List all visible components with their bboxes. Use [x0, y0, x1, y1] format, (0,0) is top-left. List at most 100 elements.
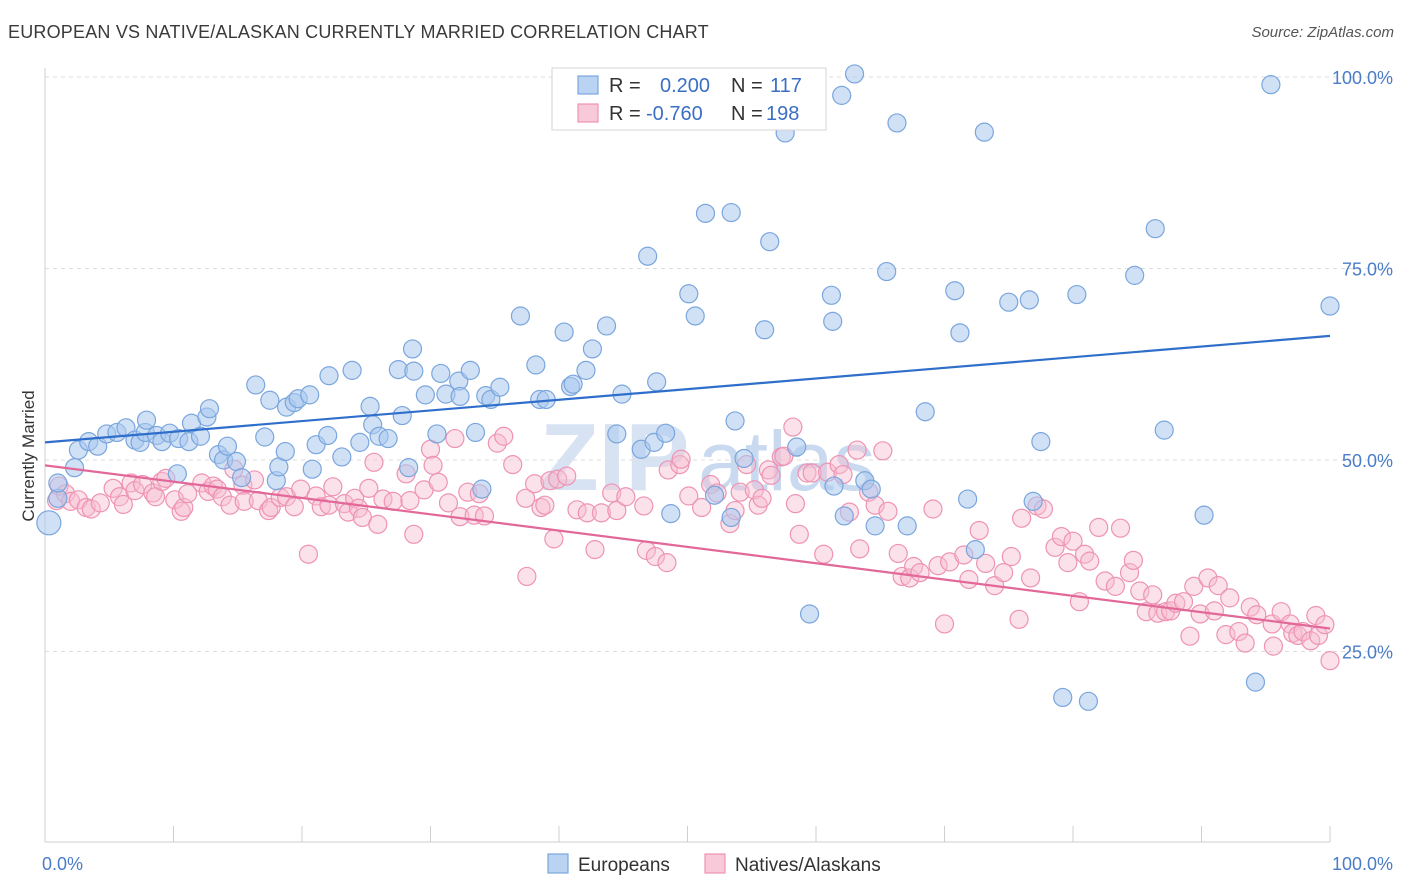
natives-alaskans-point — [1184, 576, 1204, 596]
bottom-legend-label-natives: Natives/Alaskans — [735, 855, 881, 876]
europeans-point — [821, 285, 842, 305]
natives-alaskans-point — [1198, 568, 1218, 588]
europeans-point — [1125, 265, 1145, 285]
legend-swatch-natives — [577, 103, 599, 123]
europeans-point — [450, 386, 470, 407]
natives-alaskans-point — [873, 441, 893, 461]
natives-alaskans-point — [1058, 553, 1078, 573]
europeans-point — [427, 424, 447, 444]
natives-alaskans-point — [423, 455, 443, 475]
natives-alaskans-point — [829, 454, 849, 475]
natives-alaskans-point — [494, 426, 514, 446]
natives-alaskans-point — [1204, 601, 1224, 621]
europeans-point — [695, 203, 716, 223]
trend-lines — [44, 334, 1331, 630]
europeans-point — [607, 424, 627, 444]
europeans-point — [217, 436, 238, 456]
natives-alaskans-point — [438, 493, 459, 513]
y-tick-label: 25.0% — [1342, 643, 1393, 663]
europeans-point — [582, 339, 603, 359]
natives-alaskans-point — [1263, 636, 1284, 656]
natives-alaskans-point — [284, 497, 304, 517]
natives-alaskans-point — [1229, 621, 1249, 642]
natives-alaskans-point — [517, 566, 537, 587]
natives-alaskans-point — [258, 500, 279, 521]
europeans-point — [1019, 290, 1039, 310]
natives-alaskans-point — [1288, 625, 1308, 646]
natives-alaskans-point — [783, 417, 803, 437]
europeans-point — [136, 410, 157, 430]
europeans-point — [704, 485, 725, 505]
natives-alaskans-point — [1320, 651, 1340, 671]
europeans-point — [915, 402, 935, 422]
europeans-point — [190, 426, 211, 446]
natives-alaskans-point — [544, 529, 564, 549]
natives-alaskans-point — [1315, 615, 1335, 635]
europeans-point — [1023, 491, 1043, 511]
europeans-point — [861, 479, 881, 499]
natives-alaskans-point — [298, 544, 319, 564]
europeans-point — [760, 232, 780, 252]
natives-alaskans-point — [113, 494, 133, 515]
europeans-point — [167, 464, 187, 484]
natives-alaskans-point — [1130, 581, 1150, 601]
europeans-point — [877, 261, 897, 282]
natives-alaskans-point — [1173, 592, 1194, 612]
europeans-point — [958, 489, 978, 509]
natives-alaskans-point — [368, 514, 388, 534]
natives-alaskans-point — [645, 546, 665, 567]
europeans-point — [721, 507, 741, 528]
natives-alaskans-point — [535, 495, 555, 515]
natives-alaskans-point — [1119, 563, 1140, 583]
europeans-point — [554, 322, 574, 342]
natives-alaskans-point — [752, 488, 772, 508]
europeans-point — [823, 311, 843, 331]
natives-alaskans-point — [323, 477, 343, 497]
europeans-point — [563, 374, 583, 394]
europeans-point — [1154, 420, 1174, 440]
europeans-point — [725, 411, 745, 431]
natives-alaskans-point — [671, 449, 691, 469]
europeans-point — [36, 510, 62, 536]
natives-alaskans-point — [1051, 526, 1072, 547]
natives-alaskans-point — [758, 460, 779, 480]
natives-alaskans-point — [878, 501, 898, 521]
natives-alaskans-point — [785, 494, 806, 514]
natives-alaskans-point — [90, 493, 110, 513]
europeans-point — [865, 516, 885, 536]
natives-alaskans-point — [1208, 576, 1228, 596]
legend-n-label-natives: N = — [731, 103, 763, 125]
legend-r-value-natives: -0.760 — [646, 103, 703, 125]
natives-alaskans-point — [383, 491, 403, 511]
natives-alaskans-point — [577, 503, 597, 523]
europeans-point — [945, 281, 965, 301]
legend-bottom: Europeans Natives/Alaskans — [547, 853, 881, 876]
europeans-points — [36, 64, 1340, 711]
natives-alaskans-point — [311, 497, 331, 517]
natives-alaskans-point — [428, 472, 448, 492]
natives-alaskans-point — [591, 503, 612, 523]
europeans-point — [1067, 284, 1087, 305]
natives-alaskans-point — [1095, 571, 1115, 591]
natives-alaskans-point — [1063, 531, 1083, 551]
grid-lines: 25.0% 50.0% 75.0% 100.0% — [45, 68, 1393, 663]
natives-alaskans-point — [1123, 550, 1143, 570]
europeans-point — [1053, 687, 1073, 708]
legend-r-value-europeans: 0.200 — [660, 75, 710, 97]
europeans-point — [275, 441, 295, 462]
europeans-point — [392, 405, 412, 426]
europeans-point — [965, 540, 985, 560]
natives-alaskans-point — [802, 463, 822, 483]
legend-top: R = 0.200 N = 117 R = -0.760 N = 198 — [551, 67, 827, 131]
europeans-point — [1145, 219, 1165, 239]
europeans-point — [48, 473, 68, 493]
natives-alaskans-point — [994, 563, 1014, 583]
europeans-point — [360, 396, 380, 416]
europeans-point — [318, 425, 338, 446]
europeans-point — [897, 516, 917, 536]
europeans-point — [490, 377, 510, 397]
europeans-point — [350, 432, 370, 452]
natives-alaskans-point — [524, 474, 545, 494]
europeans-point — [721, 202, 741, 223]
